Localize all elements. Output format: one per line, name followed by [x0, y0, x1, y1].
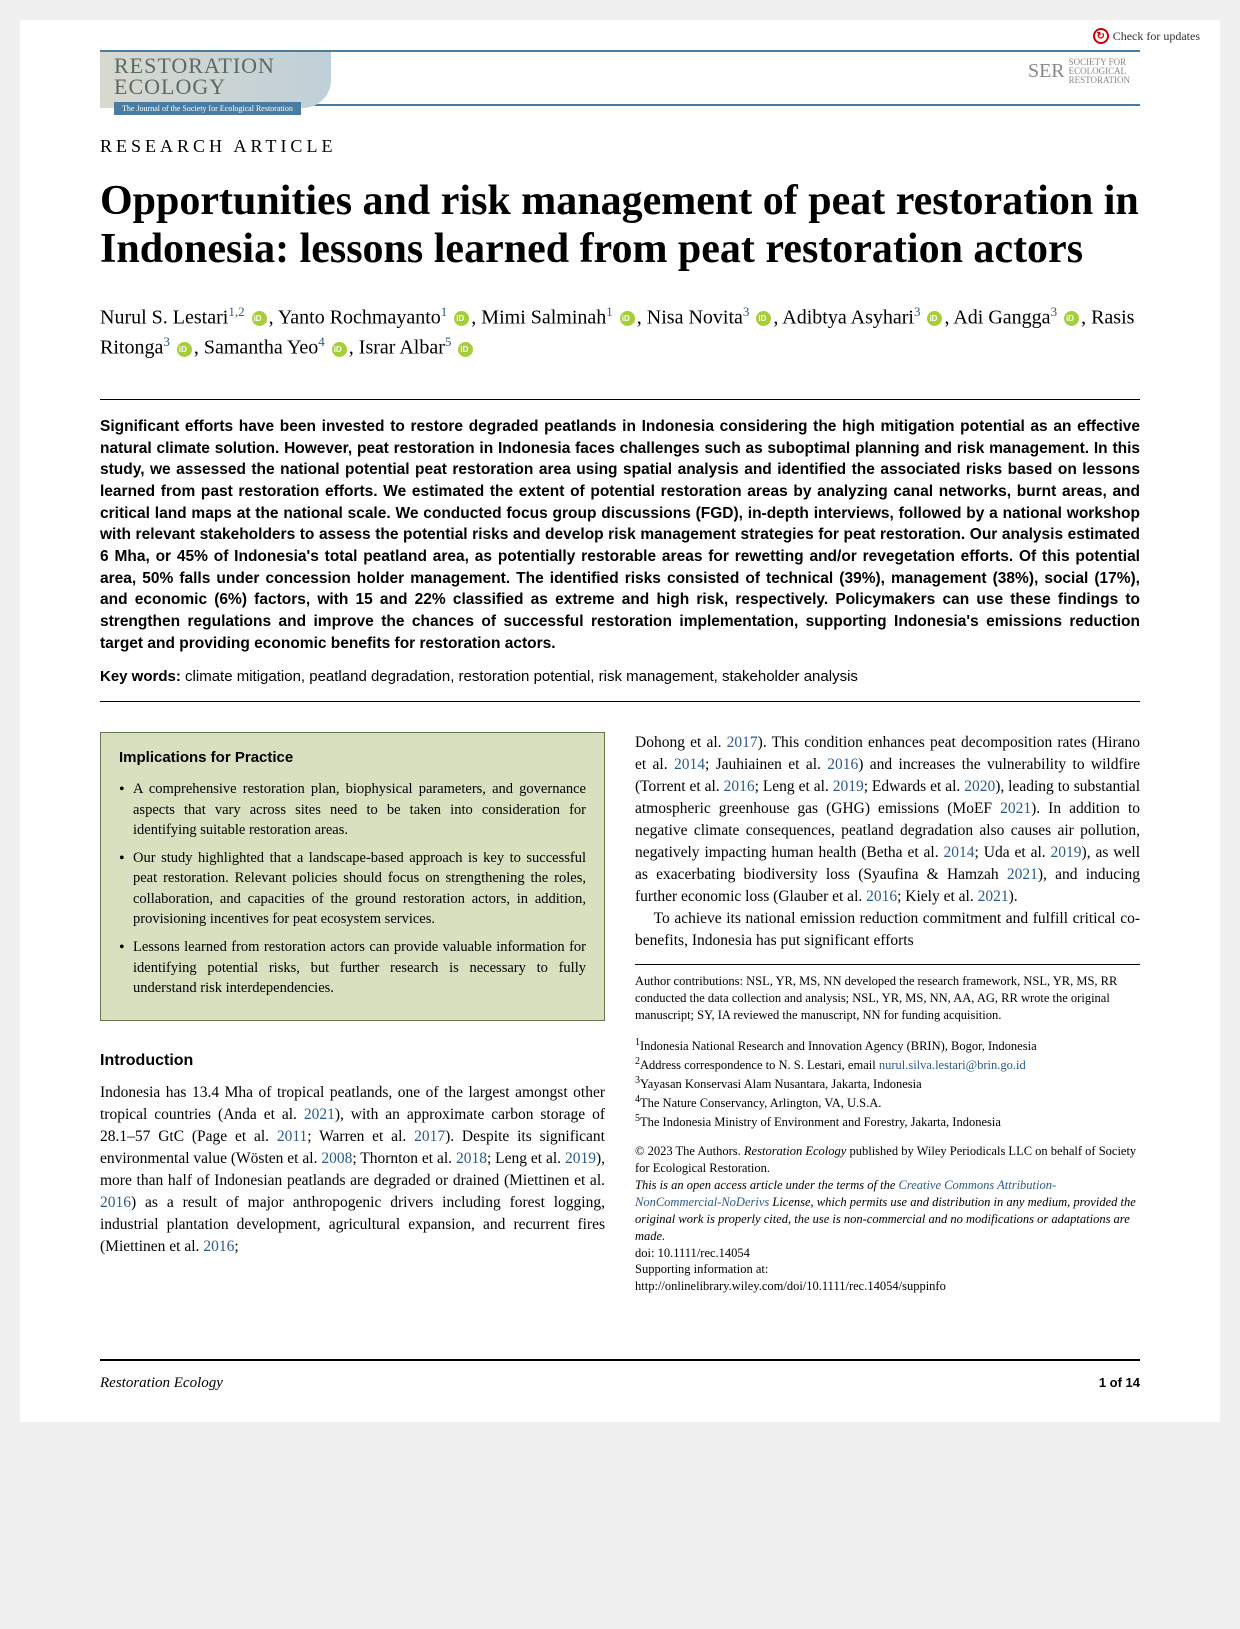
ser-acronym: SER	[1028, 60, 1065, 83]
orcid-icon[interactable]	[756, 311, 771, 326]
journal-banner: RESTORATION ECOLOGY The Journal of the S…	[100, 52, 331, 108]
doi: doi: 10.1111/rec.14054	[635, 1246, 750, 1260]
author-4: Nisa Novita	[647, 306, 743, 328]
footer-page: 1 of 14	[1099, 1375, 1140, 1392]
left-column: Implications for Practice A comprehensiv…	[100, 732, 605, 1295]
citation-year[interactable]: 2017	[414, 1128, 445, 1145]
journal-name-line2: ECOLOGY	[114, 77, 301, 98]
author-2-aff: 1	[441, 304, 448, 319]
orcid-icon[interactable]	[1064, 311, 1079, 326]
citation-year[interactable]: 2014	[944, 844, 975, 861]
ser-sub3: RESTORATION	[1069, 75, 1130, 85]
author-8-aff: 4	[318, 334, 325, 349]
supp-info-url: http://onlinelibrary.wiley.com/doi/10.11…	[635, 1279, 946, 1293]
intro-paragraph: Indonesia has 13.4 Mha of tropical peatl…	[100, 1082, 605, 1258]
check-updates-badge[interactable]: ↻ Check for updates	[1093, 28, 1200, 44]
intro-heading: Introduction	[100, 1049, 605, 1072]
citation-year[interactable]: 2018	[456, 1150, 487, 1167]
citation-year[interactable]: 2016	[866, 888, 897, 905]
affiliation-2: Address correspondence to N. S. Lestari,…	[640, 1058, 879, 1072]
check-updates-icon: ↻	[1093, 28, 1109, 44]
citation-year[interactable]: 2017	[727, 734, 758, 751]
abstract-block: Significant efforts have been invested t…	[100, 399, 1140, 703]
orcid-icon[interactable]	[458, 342, 473, 357]
article-type: RESEARCH ARTICLE	[100, 136, 1140, 157]
journal-header: RESTORATION ECOLOGY The Journal of the S…	[100, 50, 1140, 106]
implication-item: Our study highlighted that a landscape-b…	[119, 848, 586, 929]
orcid-icon[interactable]	[620, 311, 635, 326]
author-9: Israr Albar	[359, 337, 445, 359]
citation-year[interactable]: 2020	[964, 778, 995, 795]
orcid-icon[interactable]	[332, 342, 347, 357]
corresponding-email[interactable]: nurul.silva.lestari@brin.go.id	[879, 1058, 1026, 1072]
check-updates-text: Check for updates	[1113, 29, 1200, 44]
implication-item: A comprehensive restoration plan, biophy…	[119, 779, 586, 840]
supp-info-label: Supporting information at:	[635, 1262, 768, 1276]
author-3-aff: 1	[606, 304, 613, 319]
citation-year[interactable]: 2021	[1007, 866, 1038, 883]
affiliations: 1Indonesia National Research and Innovat…	[635, 1036, 1140, 1131]
citation-year[interactable]: 2021	[304, 1106, 335, 1123]
citation-year[interactable]: 2016	[100, 1194, 131, 1211]
body-paragraph: Dohong et al. 2017). This condition enha…	[635, 732, 1140, 908]
citation-year[interactable]: 2019	[565, 1150, 596, 1167]
author-1: Nurul S. Lestari	[100, 306, 228, 328]
citation-year[interactable]: 2021	[1000, 800, 1031, 817]
orcid-icon[interactable]	[177, 342, 192, 357]
body-paragraph-2: To achieve its national emission reducti…	[635, 908, 1140, 952]
author-6-aff: 3	[1051, 304, 1058, 319]
author-2: Yanto Rochmayanto	[278, 306, 441, 328]
page-footer: Restoration Ecology 1 of 14	[100, 1359, 1140, 1422]
keywords-list: climate mitigation, peatland degradation…	[185, 668, 858, 685]
implications-box: Implications for Practice A comprehensiv…	[100, 732, 605, 1021]
keywords-line: Key words: climate mitigation, peatland …	[100, 668, 1140, 685]
right-column: Dohong et al. 2017). This condition enha…	[635, 732, 1140, 1295]
affiliation-1: Indonesia National Research and Innovati…	[640, 1039, 1037, 1053]
author-list: Nurul S. Lestari1,2 , Yanto Rochmayanto1…	[100, 302, 1140, 363]
citation-year[interactable]: 2019	[833, 778, 864, 795]
abstract-text: Significant efforts have been invested t…	[100, 416, 1140, 655]
author-5-aff: 3	[914, 304, 921, 319]
citation-year[interactable]: 2021	[978, 888, 1009, 905]
affiliation-4: The Nature Conservancy, Arlington, VA, U…	[640, 1096, 881, 1110]
citation-year[interactable]: 2016	[724, 778, 755, 795]
citation-year[interactable]: 2014	[674, 756, 705, 773]
orcid-icon[interactable]	[252, 311, 267, 326]
citation-year[interactable]: 2011	[277, 1128, 307, 1145]
ser-logo: SER SOCIETY FOR ECOLOGICAL RESTORATION	[1028, 58, 1130, 85]
author-8: Samantha Yeo	[204, 337, 318, 359]
orcid-icon[interactable]	[927, 311, 942, 326]
author-7-aff: 3	[163, 334, 170, 349]
copyright-block: © 2023 The Authors. Restoration Ecology …	[635, 1143, 1140, 1295]
author-9-aff: 5	[445, 334, 452, 349]
citation-year[interactable]: 2016	[203, 1238, 234, 1255]
implications-heading: Implications for Practice	[119, 747, 586, 769]
affiliation-3: Yayasan Konservasi Alam Nusantara, Jakar…	[640, 1077, 922, 1091]
article-title: Opportunities and risk management of pea…	[100, 177, 1140, 274]
citation-year[interactable]: 2019	[1051, 844, 1082, 861]
journal-subtitle: The Journal of the Society for Ecologica…	[114, 102, 301, 115]
affiliation-5: The Indonesia Ministry of Environment an…	[640, 1115, 1001, 1129]
citation-year[interactable]: 2008	[321, 1150, 352, 1167]
implication-item: Lessons learned from restoration actors …	[119, 937, 586, 998]
author-5: Adibtya Asyhari	[782, 306, 914, 328]
author-3: Mimi Salminah	[481, 306, 606, 328]
keywords-label: Key words:	[100, 668, 181, 685]
author-4-aff: 3	[743, 304, 750, 319]
author-1-aff: 1,2	[228, 304, 244, 319]
author-6: Adi Gangga	[953, 306, 1050, 328]
citation-year[interactable]: 2016	[827, 756, 858, 773]
orcid-icon[interactable]	[454, 311, 469, 326]
author-contributions: Author contributions: NSL, YR, MS, NN de…	[635, 964, 1140, 1024]
footer-journal: Restoration Ecology	[100, 1375, 223, 1392]
